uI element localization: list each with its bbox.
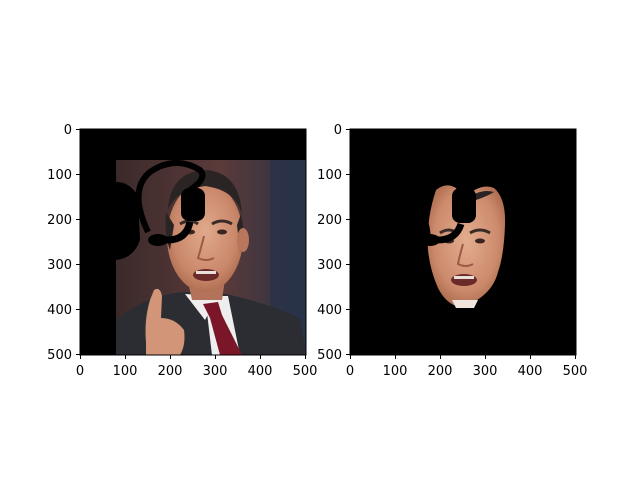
left-x-tick-label: 400 [248,364,273,379]
right-y-tick-label: 500 [317,348,342,363]
left-y-tick-label: 400 [47,303,72,318]
left-headset-earcup [181,188,205,221]
left-hair [168,170,242,215]
right-x-tick-label: 500 [563,364,588,379]
right-x-ticks: 0 100 200 300 400 500 [346,355,588,379]
left-y-tick-label: 300 [47,258,72,273]
left-headset-band [135,160,206,234]
right-y-tick-label: 400 [317,303,342,318]
right-x-tick-label: 300 [473,364,498,379]
right-x-tick-label: 100 [383,364,408,379]
right-y-tick-label: 0 [334,123,342,138]
left-hand [145,288,185,355]
right-y-tick-label: 300 [317,258,342,273]
right-x-tick-label: 0 [346,364,354,379]
left-occluder-blob [80,160,140,260]
right-axes-frame [349,128,577,356]
right-x-tick-label: 200 [428,364,453,379]
left-axes-frame [79,128,307,356]
left-headset-mic [150,221,194,244]
right-y-ticks: 0 100 200 300 400 500 [317,123,350,363]
right-mouth [451,274,477,286]
right-headset-earcup [452,188,476,223]
right-y-tick-label: 200 [317,213,342,228]
left-y-tick-label: 500 [47,348,72,363]
left-x-tick-label: 0 [76,364,84,379]
left-x-tick-label: 300 [203,364,228,379]
left-x-tick-label: 200 [158,364,183,379]
right-x-tick-label: 400 [518,364,543,379]
left-x-tick-label: 100 [113,364,138,379]
left-x-ticks: 0 100 200 300 400 500 [76,355,318,379]
left-tie [203,302,242,355]
right-face-cutout [427,185,506,307]
left-y-tick-label: 100 [47,168,72,183]
left-x-tick-label: 500 [293,364,318,379]
left-photo [80,129,306,355]
right-y-tick-label: 100 [317,168,342,183]
left-y-ticks: 0 100 200 300 400 500 [47,123,80,363]
right-photo [350,129,576,355]
left-y-tick-label: 200 [47,213,72,228]
left-y-tick-label: 0 [64,123,72,138]
